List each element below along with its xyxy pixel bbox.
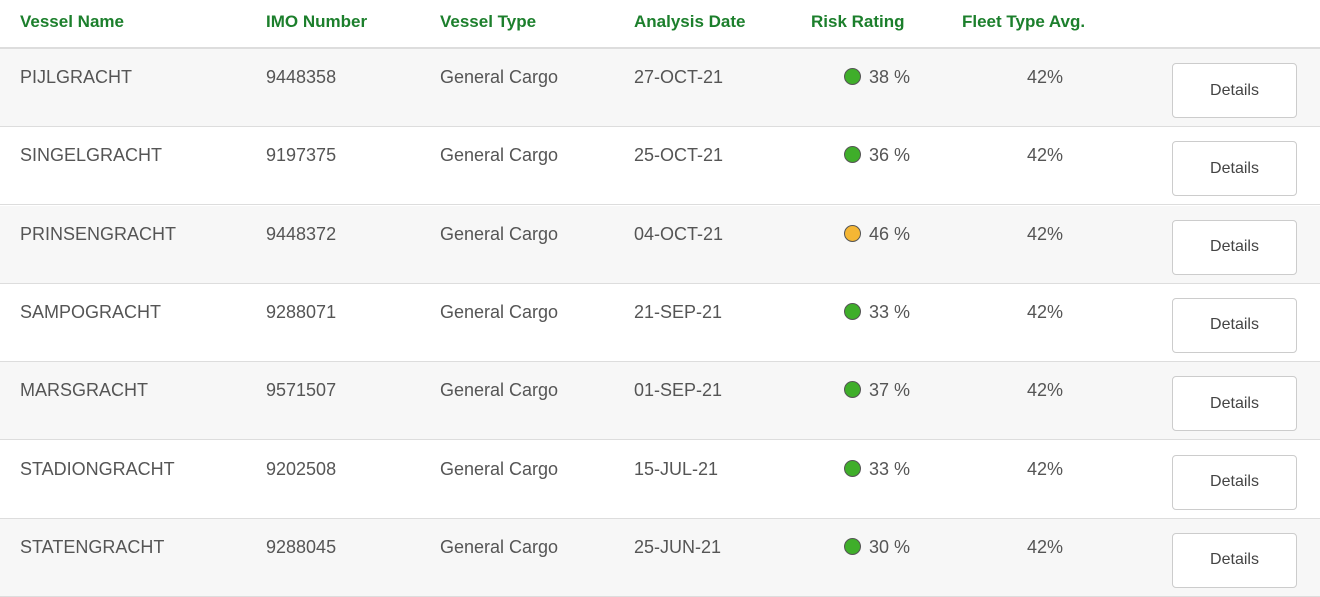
- analysis-date: 15-JUL-21: [634, 458, 719, 479]
- vessel-type: General Cargo: [440, 67, 559, 87]
- fleet-type-avg: 42%: [1027, 380, 1064, 401]
- vessel-type: General Cargo: [440, 536, 559, 557]
- vessel-type: General Cargo: [440, 145, 559, 166]
- imo-number: 9202508: [266, 458, 337, 479]
- column-header: Risk Rating: [811, 12, 905, 31]
- analysis-date: 04-OCT-21: [634, 223, 724, 244]
- analysis-date: 27-OCT-21: [634, 67, 724, 87]
- analysis-date: 25-JUN-21: [634, 536, 722, 557]
- risk-rating: 33 %: [869, 458, 911, 479]
- vessel-type: General Cargo: [440, 458, 559, 479]
- risk-rating: 36 %: [869, 145, 911, 166]
- vessel-name: MARSGRACHT: [20, 380, 149, 401]
- table-row: STATENGRACHT 9288045 General Cargo 25-JUN-2…: [0, 518, 1320, 597]
- vessel-type: General Cargo: [440, 380, 559, 401]
- imo-number: 9448372: [266, 223, 337, 244]
- vessel-name: PIJLGRACHT: [20, 67, 133, 87]
- column-header: Fleet Type Avg.: [962, 12, 1086, 31]
- risk-indicator: [844, 537, 861, 555]
- vessel-name: STATENGRACHT: [20, 536, 165, 557]
- imo-number: 9197375: [266, 145, 337, 166]
- table-row: SINGELGRACHT 9197375 General Cargo 25-OCT-2…: [0, 127, 1320, 206]
- risk-rating: 37 %: [869, 380, 911, 401]
- details-button[interactable]: Details: [1172, 141, 1297, 197]
- risk-indicator: [844, 459, 861, 477]
- vessel-type: General Cargo: [440, 301, 559, 322]
- table-row: PIJLGRACHT 9448358 General Cargo 27-OCT-21 3…: [0, 49, 1320, 127]
- imo-number: 9288045: [266, 536, 337, 557]
- vessel-name: PRINSENGRACHT: [20, 223, 177, 244]
- risk-rating: 33 %: [869, 301, 911, 322]
- fleet-type-avg: 42%: [1027, 301, 1064, 322]
- table-row: PRINSENGRACHT 9448372 General Cargo 04-OCT-…: [0, 205, 1320, 284]
- vessel-type: General Cargo: [440, 223, 559, 244]
- fleet-type-avg: 42%: [1027, 223, 1064, 244]
- column-header: IMO Number: [266, 12, 368, 31]
- risk-rating: 30 %: [869, 536, 911, 557]
- details-button[interactable]: Details: [1172, 219, 1297, 275]
- details-button[interactable]: Details: [1172, 297, 1297, 353]
- details-button[interactable]: Details: [1172, 376, 1297, 432]
- risk-indicator: [844, 224, 861, 242]
- column-header: Vessel Type: [440, 12, 537, 31]
- imo-number: 9448358: [266, 67, 337, 87]
- column-header: Vessel Name: [20, 12, 124, 31]
- table-row: SAMPOGRACHT 9288071 General Cargo 21-SEP-21…: [0, 284, 1320, 362]
- details-button[interactable]: Details: [1172, 454, 1297, 510]
- risk-rating: 38 %: [869, 67, 911, 87]
- table-row: MARSGRACHT 9571507 General Cargo 01-SEP-21 3…: [0, 362, 1320, 441]
- vessel-name: STADIONGRACHT: [20, 458, 175, 479]
- risk-indicator: [844, 302, 861, 320]
- imo-number: 9571507: [266, 380, 337, 401]
- risk-indicator: [844, 146, 861, 164]
- analysis-date: 01-SEP-21: [634, 380, 723, 401]
- fleet-type-avg: 42%: [1027, 67, 1064, 87]
- fleet-type-avg: 42%: [1027, 458, 1064, 479]
- vessel-name: SAMPOGRACHT: [20, 301, 162, 322]
- risk-indicator: [844, 68, 861, 85]
- analysis-date: 25-OCT-21: [634, 145, 724, 166]
- risk-rating: 46 %: [869, 223, 911, 244]
- fleet-type-avg: 42%: [1027, 536, 1064, 557]
- table-header: Vessel Name IMO Number Vessel Type Analysis…: [0, 0, 1320, 49]
- vessel-name: SINGELGRACHT: [20, 145, 163, 166]
- column-header: Analysis Date: [634, 12, 746, 31]
- details-button[interactable]: Details: [1172, 63, 1297, 118]
- table-row: STADIONGRACHT 9202508 General Cargo 15-JUL-…: [0, 441, 1320, 519]
- details-button[interactable]: Details: [1172, 532, 1297, 588]
- fleet-type-avg: 42%: [1027, 145, 1064, 166]
- risk-indicator: [844, 381, 861, 399]
- analysis-date: 21-SEP-21: [634, 301, 723, 322]
- imo-number: 9288071: [266, 301, 337, 322]
